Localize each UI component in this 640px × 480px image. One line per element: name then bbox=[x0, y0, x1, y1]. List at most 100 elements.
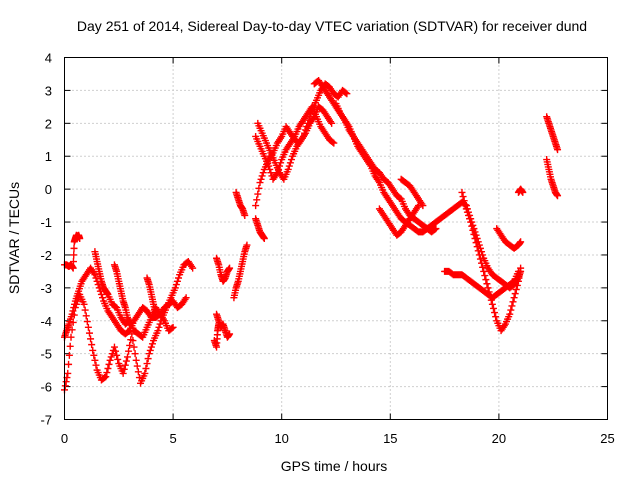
data-point bbox=[106, 356, 114, 364]
data-point bbox=[82, 312, 90, 320]
data-point bbox=[168, 324, 176, 332]
data-point bbox=[90, 351, 98, 359]
data-point bbox=[81, 306, 89, 314]
data-point bbox=[143, 360, 151, 368]
data-point bbox=[131, 350, 139, 358]
data-point bbox=[489, 304, 497, 312]
data-point bbox=[478, 248, 486, 256]
data-point bbox=[141, 369, 149, 377]
data-point bbox=[469, 221, 477, 229]
data-point bbox=[458, 188, 466, 196]
data-point bbox=[132, 356, 140, 364]
data-point bbox=[253, 196, 261, 204]
data-point bbox=[64, 369, 72, 377]
data-point bbox=[226, 264, 234, 272]
data-point bbox=[66, 342, 74, 350]
data-point bbox=[123, 353, 131, 361]
y-tick-label: -4 bbox=[40, 314, 52, 329]
y-tick-labels: -7 -6 -5 -4 -3 -2 -1 0 1 2 3 4 bbox=[40, 51, 52, 428]
data-point bbox=[479, 263, 487, 271]
data-point bbox=[145, 350, 153, 358]
x-tick-label: 15 bbox=[383, 431, 397, 446]
data-point bbox=[101, 374, 109, 382]
data-point bbox=[215, 320, 223, 328]
data-point bbox=[476, 244, 484, 252]
data-point bbox=[506, 310, 514, 318]
data-point bbox=[62, 378, 70, 386]
data-point bbox=[103, 369, 111, 377]
data-point bbox=[258, 172, 266, 180]
data-point bbox=[70, 251, 78, 259]
data-point bbox=[460, 197, 468, 205]
data-point bbox=[147, 343, 155, 351]
x-tick-label: 25 bbox=[600, 431, 614, 446]
data-point bbox=[471, 228, 479, 236]
data-point bbox=[284, 165, 292, 173]
data-point bbox=[243, 241, 251, 249]
data-point bbox=[69, 258, 77, 266]
data-point bbox=[87, 335, 95, 343]
x-tick-label: 5 bbox=[169, 431, 176, 446]
data-point bbox=[68, 310, 76, 318]
data-point bbox=[431, 225, 439, 233]
data-point bbox=[113, 351, 121, 359]
data-point bbox=[89, 346, 97, 354]
data-point bbox=[512, 286, 520, 294]
data-point bbox=[122, 357, 130, 365]
x-tick-label: 0 bbox=[61, 431, 68, 446]
data-point bbox=[144, 355, 152, 363]
data-point bbox=[487, 296, 495, 304]
data-point bbox=[466, 211, 474, 219]
x-tick-labels: 0 5 10 15 20 25 bbox=[61, 431, 615, 446]
y-tick-label: 2 bbox=[45, 116, 52, 131]
data-point bbox=[467, 215, 475, 223]
data-point bbox=[171, 284, 179, 292]
data-point bbox=[257, 175, 265, 183]
data-point bbox=[483, 280, 491, 288]
y-tick-label: -1 bbox=[40, 215, 52, 230]
data-point bbox=[121, 361, 129, 369]
data-point bbox=[112, 347, 120, 355]
data-point bbox=[459, 193, 467, 201]
data-point bbox=[69, 264, 77, 272]
data-point bbox=[473, 235, 481, 242]
data-point bbox=[517, 238, 525, 246]
data-point bbox=[65, 351, 73, 359]
data-point bbox=[476, 255, 484, 263]
data-point bbox=[61, 382, 69, 390]
data-point bbox=[71, 300, 79, 308]
data-point bbox=[508, 302, 516, 310]
data-point bbox=[69, 307, 77, 315]
data-point bbox=[479, 251, 487, 259]
data-point bbox=[105, 360, 113, 368]
data-point bbox=[80, 300, 88, 308]
data-point bbox=[169, 323, 177, 331]
data-point bbox=[252, 202, 260, 210]
data-point bbox=[510, 294, 518, 302]
data-point bbox=[88, 341, 96, 349]
data-point bbox=[519, 188, 527, 196]
data-point bbox=[485, 288, 493, 296]
data-point bbox=[488, 300, 496, 308]
data-point bbox=[480, 267, 488, 275]
data-points bbox=[61, 77, 562, 394]
data-point bbox=[255, 184, 263, 192]
data-point bbox=[343, 90, 351, 98]
data-point bbox=[328, 119, 336, 127]
data-point bbox=[462, 202, 470, 210]
y-tick-label: 4 bbox=[45, 51, 52, 66]
data-point bbox=[142, 364, 150, 372]
data-point bbox=[259, 169, 267, 177]
axis-ticks bbox=[64, 57, 608, 420]
data-point bbox=[468, 218, 476, 226]
data-point bbox=[126, 341, 134, 349]
x-tick-label: 20 bbox=[492, 431, 506, 446]
plot-frame bbox=[64, 57, 608, 420]
data-point bbox=[126, 320, 134, 328]
data-point bbox=[68, 326, 76, 334]
data-point bbox=[254, 190, 262, 198]
data-point bbox=[120, 365, 128, 373]
data-point bbox=[266, 165, 274, 173]
data-point bbox=[133, 362, 141, 370]
